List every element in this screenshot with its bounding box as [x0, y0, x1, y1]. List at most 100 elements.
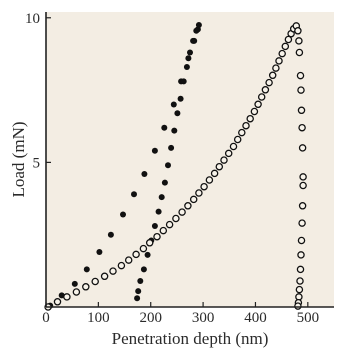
- filled-data-point: [141, 171, 148, 177]
- open-data-point: [295, 285, 304, 294]
- open-data-point: [284, 35, 293, 44]
- open-data-point: [265, 78, 273, 87]
- open-data-point: [117, 261, 126, 270]
- filled-data-point: [183, 64, 190, 70]
- filled-data-point: [131, 191, 137, 198]
- filled-data-point: [107, 231, 114, 238]
- x-tick-label: 200: [139, 310, 162, 326]
- open-data-point: [195, 189, 203, 197]
- ticks: 0 100 200 300 400 500 5 10: [25, 11, 319, 326]
- filled-data-point: [187, 49, 193, 56]
- open-data-point: [82, 283, 90, 291]
- open-data-point: [153, 232, 161, 241]
- filled-data-point: [135, 288, 142, 295]
- open-data-point: [299, 173, 307, 181]
- open-data-point: [281, 42, 290, 51]
- open-data-point: [238, 128, 246, 137]
- open-data-point: [296, 277, 304, 285]
- open-data-point: [298, 202, 307, 210]
- open-data-point: [224, 149, 233, 158]
- open-data-point: [132, 250, 140, 259]
- filled-data-point: [195, 22, 202, 28]
- filled-data-point: [137, 278, 144, 284]
- filled-data-point: [170, 101, 177, 108]
- axes: [45, 12, 334, 308]
- open-data-point: [268, 71, 277, 80]
- open-data-point: [210, 169, 219, 178]
- open-data-point: [220, 156, 228, 164]
- filled-data-point: [185, 55, 192, 62]
- open-data-point: [205, 176, 214, 184]
- x-tick-label: 500: [297, 310, 320, 326]
- filled-data-point: [193, 27, 200, 34]
- open-data-point: [297, 106, 306, 115]
- open-data-point: [297, 86, 305, 94]
- open-data-point: [242, 121, 250, 130]
- x-tick-label: 0: [42, 310, 50, 326]
- series-1-filled: [47, 22, 202, 309]
- filled-data-point: [165, 162, 171, 169]
- x-tick-label: 300: [192, 310, 215, 326]
- filled-data-point: [180, 78, 187, 85]
- filled-data-point: [151, 147, 158, 154]
- open-data-point: [72, 288, 81, 296]
- filled-data-point: [120, 211, 126, 218]
- open-data-point: [229, 142, 238, 151]
- open-data-point: [200, 182, 208, 191]
- open-data-point: [172, 214, 180, 223]
- filled-data-point: [83, 266, 90, 273]
- open-data-point: [295, 48, 304, 57]
- open-data-point: [100, 272, 109, 281]
- open-data-point: [296, 71, 305, 80]
- open-data-point: [178, 208, 186, 216]
- filled-data-point: [171, 127, 178, 134]
- open-data-point: [246, 114, 254, 123]
- open-data-point: [109, 267, 117, 275]
- filled-data-point: [151, 223, 158, 229]
- filled-data-point: [161, 179, 168, 186]
- open-data-point: [257, 93, 266, 101]
- x-tick-label: 100: [87, 310, 110, 326]
- filled-data-point: [174, 110, 181, 117]
- y-tick-label: 10: [25, 11, 40, 27]
- open-data-point: [139, 244, 148, 253]
- open-data-point: [233, 135, 242, 144]
- open-data-point: [184, 202, 192, 210]
- filled-data-point: [96, 249, 103, 255]
- open-data-point: [124, 256, 133, 264]
- open-data-point: [53, 298, 62, 306]
- open-data-point: [159, 226, 168, 235]
- filled-data-point: [134, 295, 141, 302]
- data-marks: [44, 22, 307, 311]
- open-data-point: [145, 239, 154, 247]
- open-data-point: [299, 181, 307, 190]
- series-2-open: [44, 22, 307, 311]
- filled-data-point: [155, 208, 162, 215]
- open-data-point: [250, 107, 259, 116]
- filled-data-point: [177, 95, 184, 102]
- y-tick-label: 5: [33, 155, 41, 171]
- open-data-point: [298, 144, 307, 152]
- plot-area: [46, 12, 334, 307]
- open-data-point: [254, 100, 262, 109]
- open-data-point: [63, 293, 71, 301]
- y-axis-title: Load (mN): [9, 121, 28, 197]
- x-tick-label: 400: [244, 310, 267, 326]
- open-data-point: [275, 57, 283, 65]
- open-data-point: [295, 37, 303, 45]
- open-data-point: [91, 277, 99, 286]
- open-data-point: [272, 64, 280, 72]
- open-data-point: [294, 302, 302, 310]
- open-data-point: [298, 123, 306, 132]
- filled-data-point: [140, 266, 147, 273]
- filled-data-point: [158, 194, 165, 201]
- open-data-point: [298, 219, 306, 227]
- open-data-point: [189, 195, 198, 204]
- open-data-point: [297, 251, 305, 259]
- x-axis-title: Penetration depth (nm): [112, 329, 269, 348]
- open-data-point: [294, 27, 302, 35]
- open-data-point: [296, 265, 305, 274]
- filled-data-point: [144, 251, 151, 258]
